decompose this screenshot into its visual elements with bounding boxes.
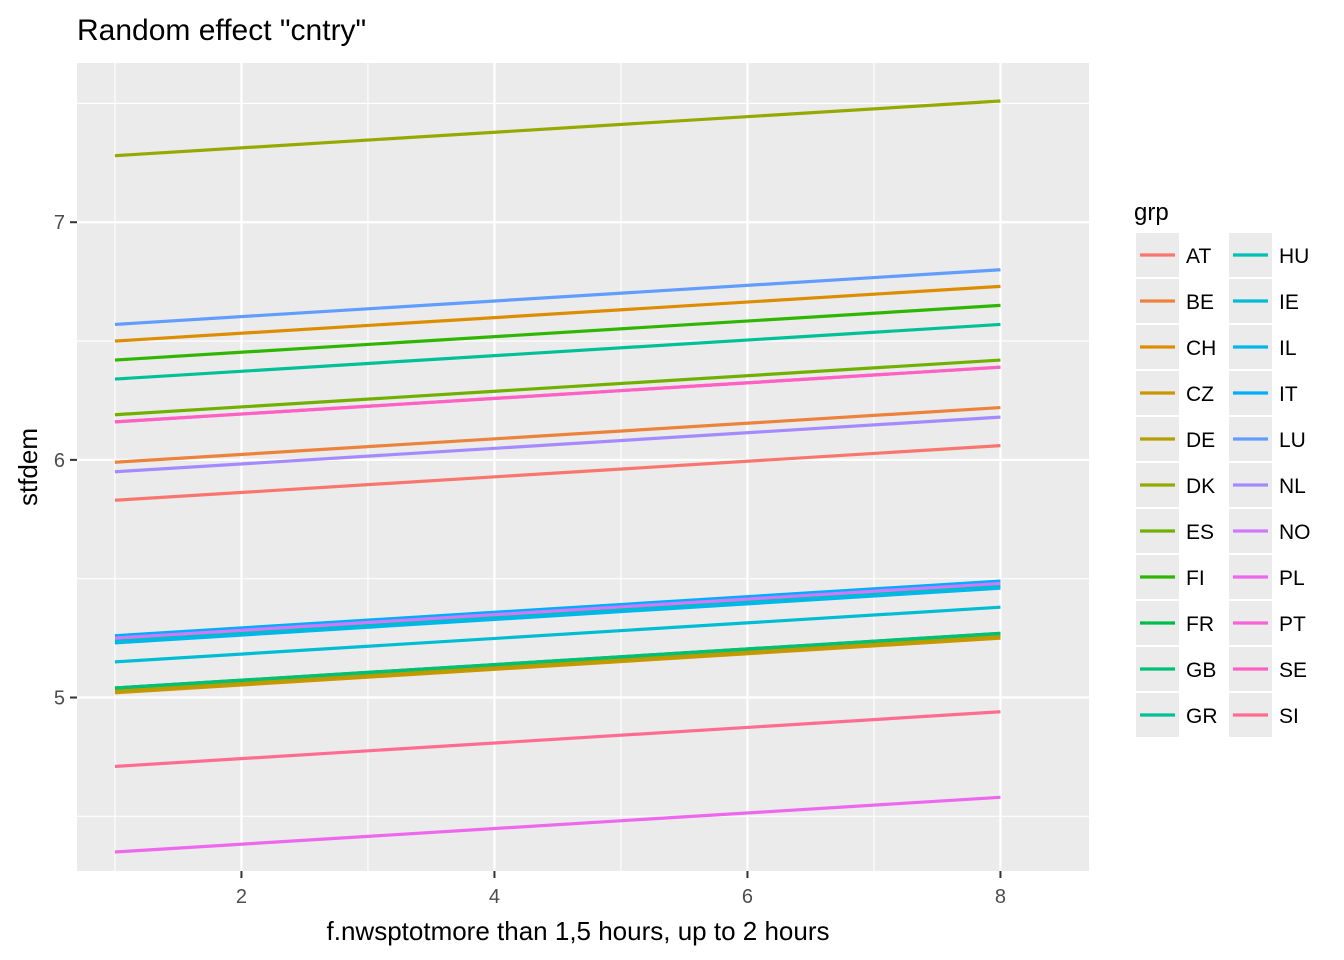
legend-label: BE bbox=[1186, 291, 1214, 314]
y-tick-label: 5 bbox=[54, 688, 65, 710]
legend-label: PL bbox=[1279, 567, 1305, 590]
legend-label: FI bbox=[1186, 567, 1205, 590]
legend-item-il: IL bbox=[1229, 325, 1297, 369]
legend-label: IE bbox=[1279, 291, 1299, 314]
series-line-lu bbox=[114, 268, 1001, 327]
legend-item-ie: IE bbox=[1229, 279, 1299, 323]
series-line-il bbox=[114, 586, 1001, 645]
legend-label: IL bbox=[1279, 337, 1297, 360]
legend-item-fr: FR bbox=[1136, 601, 1214, 645]
legend-item-be: BE bbox=[1136, 279, 1214, 323]
series-line-pl bbox=[114, 795, 1001, 854]
legend-item-se: SE bbox=[1229, 647, 1307, 691]
legend-label: SI bbox=[1279, 705, 1299, 728]
legend-item-it: IT bbox=[1229, 371, 1298, 415]
series-line-no bbox=[114, 581, 1001, 640]
legend-item-gr: GR bbox=[1136, 693, 1218, 737]
x-tick-label: 4 bbox=[489, 886, 500, 908]
legend-item-si: SI bbox=[1229, 693, 1299, 737]
series-line-hu bbox=[114, 584, 1001, 643]
legend-label: PT bbox=[1279, 613, 1306, 636]
legend-item-no: NO bbox=[1229, 509, 1311, 553]
series-line-ch bbox=[114, 284, 1001, 343]
x-tick-label: 2 bbox=[236, 886, 247, 908]
y-tick-label: 6 bbox=[54, 450, 65, 472]
legend-item-pl: PL bbox=[1229, 555, 1305, 599]
x-tick-label: 6 bbox=[742, 886, 753, 908]
legend-label: SE bbox=[1279, 659, 1307, 682]
series-line-gr bbox=[114, 322, 1001, 381]
legend-label: CZ bbox=[1186, 383, 1214, 406]
legend-label: GB bbox=[1186, 659, 1216, 682]
series-line-fi bbox=[114, 303, 1001, 362]
series-line-dk bbox=[114, 99, 1001, 158]
legend-label: CH bbox=[1186, 337, 1216, 360]
chart-title: Random effect "cntry" bbox=[77, 14, 366, 47]
series-line-ie bbox=[114, 605, 1001, 664]
series-line-de bbox=[114, 634, 1001, 692]
legend-label: DK bbox=[1186, 475, 1215, 498]
legend-label: HU bbox=[1279, 245, 1309, 268]
legend-label: IT bbox=[1279, 383, 1298, 406]
legend-label: GR bbox=[1186, 705, 1218, 728]
series-line-it bbox=[114, 579, 1001, 638]
grid-minor bbox=[77, 63, 1089, 871]
x-axis-label: f.nwsptotmore than 1,5 hours, up to 2 ho… bbox=[327, 916, 830, 946]
legend-label: NL bbox=[1279, 475, 1306, 498]
legend-title: grp bbox=[1134, 199, 1169, 226]
series-line-nl bbox=[114, 415, 1001, 474]
legend-item-nl: NL bbox=[1229, 463, 1306, 507]
x-tick-label: 8 bbox=[995, 886, 1006, 908]
series-line-es bbox=[114, 358, 1001, 417]
legend-item-gb: GB bbox=[1136, 647, 1216, 691]
series-line-cz bbox=[114, 636, 1001, 695]
legend-label: ES bbox=[1186, 521, 1214, 544]
legend-item-at: AT bbox=[1136, 233, 1211, 277]
series-line-at bbox=[114, 444, 1001, 502]
legend-item-dk: DK bbox=[1136, 463, 1215, 507]
legend-item-de: DE bbox=[1136, 417, 1215, 461]
legend-item-fi: FI bbox=[1136, 555, 1205, 599]
series-line-si bbox=[114, 710, 1001, 769]
legend-label: AT bbox=[1186, 245, 1211, 268]
y-tick-label: 7 bbox=[54, 212, 65, 234]
series-line-se bbox=[114, 365, 1001, 424]
tick-labels: 2 4 6 8 5 6 7 bbox=[54, 212, 1006, 908]
y-axis-label: stfdem bbox=[13, 428, 43, 506]
plot-panel bbox=[77, 63, 1089, 871]
series-lines bbox=[114, 99, 1001, 854]
legend-label: LU bbox=[1279, 429, 1306, 452]
grid-major bbox=[77, 63, 1089, 871]
legend: AT BE CH CZ DE DK ES FI FR GB GR HU IE IL IT LU NL NO PL PT… bbox=[1136, 233, 1311, 737]
series-line-gb bbox=[114, 631, 1001, 690]
legend-label: FR bbox=[1186, 613, 1214, 636]
series-line-be bbox=[114, 405, 1001, 464]
legend-item-es: ES bbox=[1136, 509, 1214, 553]
legend-item-lu: LU bbox=[1229, 417, 1306, 461]
legend-item-hu: HU bbox=[1229, 233, 1309, 277]
legend-label: NO bbox=[1279, 521, 1311, 544]
legend-item-cz: CZ bbox=[1136, 371, 1214, 415]
legend-item-ch: CH bbox=[1136, 325, 1216, 369]
legend-item-pt: PT bbox=[1229, 601, 1306, 645]
axis-ticks bbox=[70, 221, 1002, 878]
legend-label: DE bbox=[1186, 429, 1215, 452]
